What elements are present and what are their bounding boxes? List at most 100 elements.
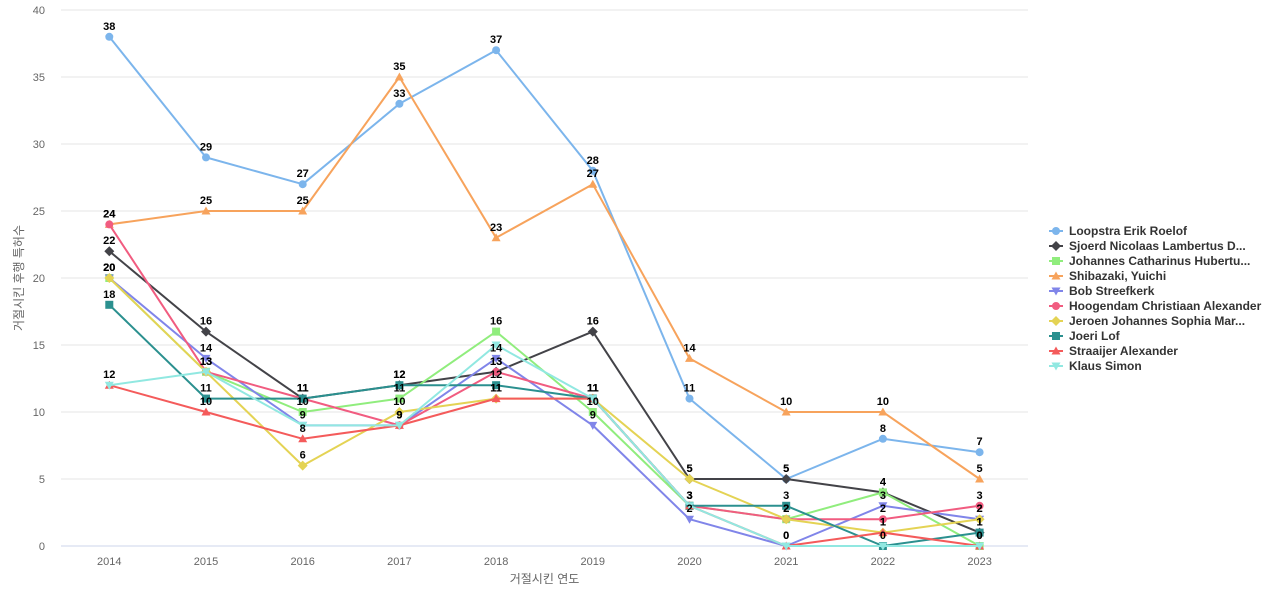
data-point[interactable] — [975, 474, 985, 483]
data-point[interactable] — [975, 448, 984, 457]
legend-item-sjoerd-nicolaas-lambertus-d[interactable]: Sjoerd Nicolaas Lambertus D... — [1049, 239, 1246, 253]
data-point[interactable] — [394, 72, 404, 81]
series-joeri-lof[interactable] — [105, 300, 984, 550]
data-point[interactable] — [878, 434, 887, 443]
legend-label[interactable]: Loopstra Erik Roelof — [1069, 224, 1188, 238]
data-point[interactable] — [588, 408, 597, 416]
data-point[interactable] — [975, 501, 984, 510]
data-point[interactable] — [878, 488, 887, 497]
series-line[interactable] — [109, 344, 980, 547]
data-point[interactable] — [492, 381, 501, 390]
series-line[interactable] — [108, 36, 980, 480]
data-point[interactable] — [298, 206, 308, 215]
data-point[interactable] — [201, 368, 211, 377]
data-point[interactable] — [201, 326, 211, 337]
data-point[interactable] — [492, 367, 501, 376]
data-point[interactable] — [975, 542, 985, 551]
series-jeroen-johannes-sophia-mar[interactable] — [104, 273, 985, 538]
data-point[interactable] — [104, 381, 114, 390]
data-point[interactable] — [685, 394, 694, 403]
y-tick-label: 30 — [33, 139, 45, 151]
data-point[interactable] — [588, 179, 598, 188]
data-point[interactable] — [202, 394, 210, 403]
data-label: 20 — [103, 262, 115, 274]
data-point[interactable] — [685, 515, 694, 524]
data-point[interactable] — [878, 407, 888, 416]
data-point[interactable] — [684, 474, 695, 484]
data-point[interactable] — [104, 273, 115, 283]
data-point[interactable] — [201, 407, 211, 416]
data-point[interactable] — [298, 180, 307, 189]
data-point[interactable] — [298, 421, 308, 430]
data-point[interactable] — [685, 502, 694, 511]
legend-item-klaus-simon[interactable]: Klaus Simon — [1049, 359, 1142, 373]
data-point[interactable] — [201, 354, 211, 363]
series-line[interactable] — [108, 277, 980, 534]
series-loopstra-erik-roelof[interactable] — [105, 32, 984, 483]
data-point[interactable] — [781, 407, 791, 416]
data-point[interactable] — [492, 46, 501, 55]
data-point[interactable] — [878, 528, 888, 537]
legend-label[interactable]: Hoogendam Christiaan Alexander — [1069, 299, 1262, 313]
legend-label[interactable]: Klaus Simon — [1069, 359, 1142, 373]
data-point[interactable] — [781, 542, 791, 551]
data-point[interactable] — [298, 434, 308, 443]
data-label: 11 — [587, 383, 599, 395]
data-point[interactable] — [492, 327, 501, 336]
data-point[interactable] — [201, 206, 211, 215]
legend-item-shibazaki-yuichi[interactable]: Shibazaki, Yuichi — [1049, 269, 1166, 283]
series-line[interactable] — [108, 223, 980, 521]
data-point[interactable] — [298, 408, 307, 416]
data-point[interactable] — [491, 394, 501, 403]
legend-item-hoogendam-christiaan-alexander[interactable]: Hoogendam Christiaan Alexander — [1049, 299, 1262, 313]
data-point[interactable] — [781, 474, 792, 484]
data-point[interactable] — [105, 220, 114, 229]
data-point[interactable] — [588, 421, 598, 430]
data-point[interactable] — [298, 394, 307, 403]
legend-label[interactable]: Straaijer Alexander — [1069, 344, 1178, 358]
data-point[interactable] — [974, 514, 985, 525]
data-point[interactable] — [685, 353, 694, 362]
data-point[interactable] — [975, 528, 984, 537]
data-point[interactable] — [782, 501, 791, 510]
legend-item-straaijer-alexander[interactable]: Straaijer Alexander — [1049, 344, 1178, 358]
legend-item-jeroen-johannes-sophia-mar[interactable]: Jeroen Johannes Sophia Mar... — [1049, 314, 1245, 328]
data-point[interactable] — [297, 460, 308, 471]
series-line[interactable] — [108, 250, 980, 534]
data-point[interactable] — [878, 542, 888, 551]
legend-item-loopstra-erik-roelof[interactable]: Loopstra Erik Roelof — [1049, 224, 1188, 238]
data-point[interactable] — [395, 394, 404, 403]
data-point[interactable] — [878, 502, 888, 511]
data-point[interactable] — [202, 153, 210, 162]
legend-item-johannes-catharinus-hubertu[interactable]: Johannes Catharinus Hubertu... — [1049, 254, 1250, 268]
legend-label[interactable]: Bob Streefkerk — [1069, 284, 1155, 298]
series-line[interactable] — [109, 384, 980, 547]
data-point[interactable] — [878, 515, 887, 524]
data-point[interactable] — [588, 166, 597, 175]
data-point[interactable] — [491, 233, 501, 242]
legend-item-joeri-lof[interactable]: Joeri Lof — [1049, 329, 1121, 343]
series-line[interactable] — [108, 304, 980, 547]
legend-label[interactable]: Sjoerd Nicolaas Lambertus D... — [1069, 239, 1246, 253]
data-point[interactable] — [491, 354, 501, 363]
data-point[interactable] — [491, 341, 501, 350]
data-point[interactable] — [588, 395, 598, 404]
data-point[interactable] — [395, 99, 404, 108]
data-point[interactable] — [781, 514, 792, 525]
data-point[interactable] — [394, 407, 405, 417]
data-point[interactable] — [105, 32, 114, 41]
legend-item-bob-streefkerk[interactable]: Bob Streefkerk — [1049, 284, 1155, 298]
data-point[interactable] — [105, 300, 114, 309]
legend-label[interactable]: Jeroen Johannes Sophia Mar... — [1069, 314, 1245, 328]
series-line[interactable] — [109, 76, 981, 480]
data-point[interactable] — [395, 381, 404, 390]
data-label: 1 — [977, 517, 983, 529]
legend-label[interactable]: Johannes Catharinus Hubertu... — [1069, 254, 1250, 268]
legend-label[interactable]: Shibazaki, Yuichi — [1069, 269, 1166, 283]
legend-label[interactable]: Joeri Lof — [1069, 329, 1121, 343]
data-point[interactable] — [104, 246, 115, 257]
series-straaijer-alexander[interactable] — [104, 380, 985, 550]
data-point[interactable] — [587, 326, 598, 337]
series-klaus-simon[interactable] — [104, 341, 985, 551]
data-point[interactable] — [394, 421, 404, 430]
